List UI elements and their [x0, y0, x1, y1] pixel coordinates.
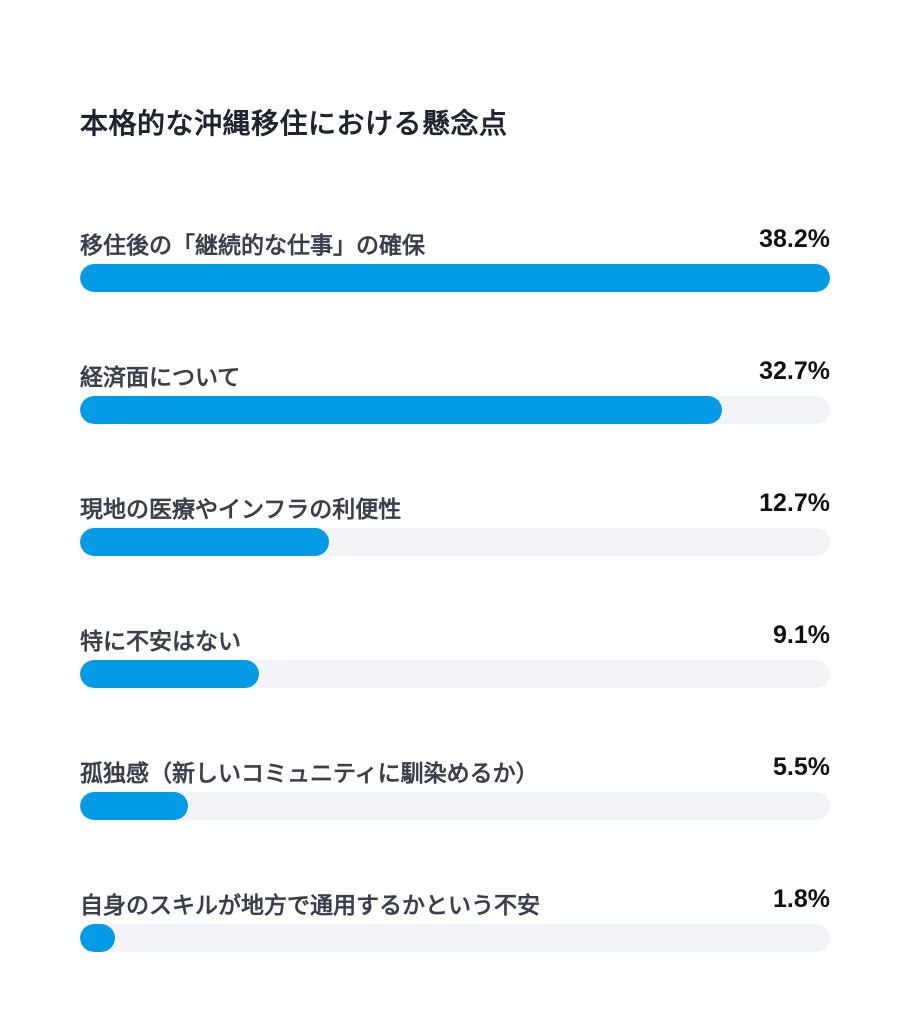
value-label: 12.7%: [759, 489, 830, 517]
bar-fill: [80, 528, 330, 556]
value-label: 1.8%: [773, 885, 830, 913]
bar-track: [80, 792, 830, 820]
category-label: 移住後の「継続的な仕事」の確保: [80, 233, 425, 259]
category-label: 自身のスキルが地方で通用するかという不安: [80, 893, 540, 919]
category-label: 孤独感（新しいコミュニティに馴染めるか）: [80, 761, 539, 787]
bar-track: [80, 396, 830, 424]
category-label: 経済面について: [80, 365, 241, 391]
value-label: 9.1%: [773, 621, 830, 649]
bar-row: 自身のスキルが地方で通用するかという不安 1.8%: [80, 882, 830, 1014]
bar-row: 特に不安はない 9.1%: [80, 618, 830, 750]
bar-fill: [80, 396, 723, 424]
value-label: 32.7%: [759, 357, 830, 385]
category-label: 特に不安はない: [80, 629, 241, 655]
bar-fill: [80, 792, 188, 820]
bar-fill: [80, 264, 830, 292]
bar-track: [80, 264, 830, 292]
chart-title: 本格的な沖縄移住における懸念点: [80, 107, 508, 140]
bar-fill: [80, 924, 116, 952]
bar-chart: 移住後の「継続的な仕事」の確保 38.2% 経済面について 32.7% 現地の医…: [80, 222, 830, 1014]
bar-row: 孤独感（新しいコミュニティに馴染めるか） 5.5%: [80, 750, 830, 882]
value-label: 5.5%: [773, 753, 830, 781]
value-label: 38.2%: [759, 225, 830, 253]
bar-row: 現地の医療やインフラの利便性 12.7%: [80, 486, 830, 618]
bar-track: [80, 660, 830, 688]
bar-fill: [80, 660, 259, 688]
bar-row: 経済面について 32.7%: [80, 354, 830, 486]
bar-row: 移住後の「継続的な仕事」の確保 38.2%: [80, 222, 830, 354]
bar-track: [80, 924, 830, 952]
bar-track: [80, 528, 830, 556]
category-label: 現地の医療やインフラの利便性: [80, 497, 402, 523]
